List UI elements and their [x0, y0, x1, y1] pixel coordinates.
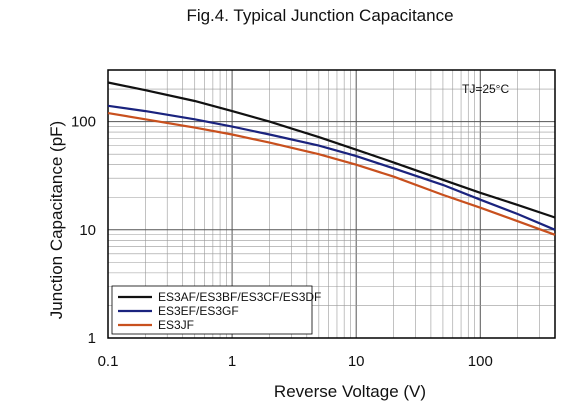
temperature-annotation: TJ=25°C [462, 82, 509, 96]
x-tick-label: 100 [468, 353, 493, 370]
grid [107, 69, 556, 339]
x-axis-title: Reverse Voltage (V) [274, 382, 426, 401]
series-line [107, 81, 556, 219]
x-tick-label: 10 [348, 353, 365, 370]
series-lines [107, 81, 556, 236]
chart-title: Fig.4. Typical Junction Capacitance [186, 6, 453, 25]
y-axis-title: Junction Capacitance (pF) [47, 121, 66, 319]
series-line [107, 112, 556, 236]
y-tick-label: 10 [79, 222, 96, 239]
x-tick-label: 0.1 [98, 353, 119, 370]
plot-frame [107, 69, 556, 339]
legend-label: ES3JF [158, 318, 194, 332]
series-line [107, 104, 556, 231]
x-tick-label: 1 [228, 353, 236, 370]
y-tick-label: 100 [71, 114, 96, 131]
legend-label: ES3AF/ES3BF/ES3CF/ES3DF [158, 290, 321, 304]
legend-label: ES3EF/ES3GF [158, 304, 239, 318]
y-tick-label: 1 [88, 330, 96, 347]
